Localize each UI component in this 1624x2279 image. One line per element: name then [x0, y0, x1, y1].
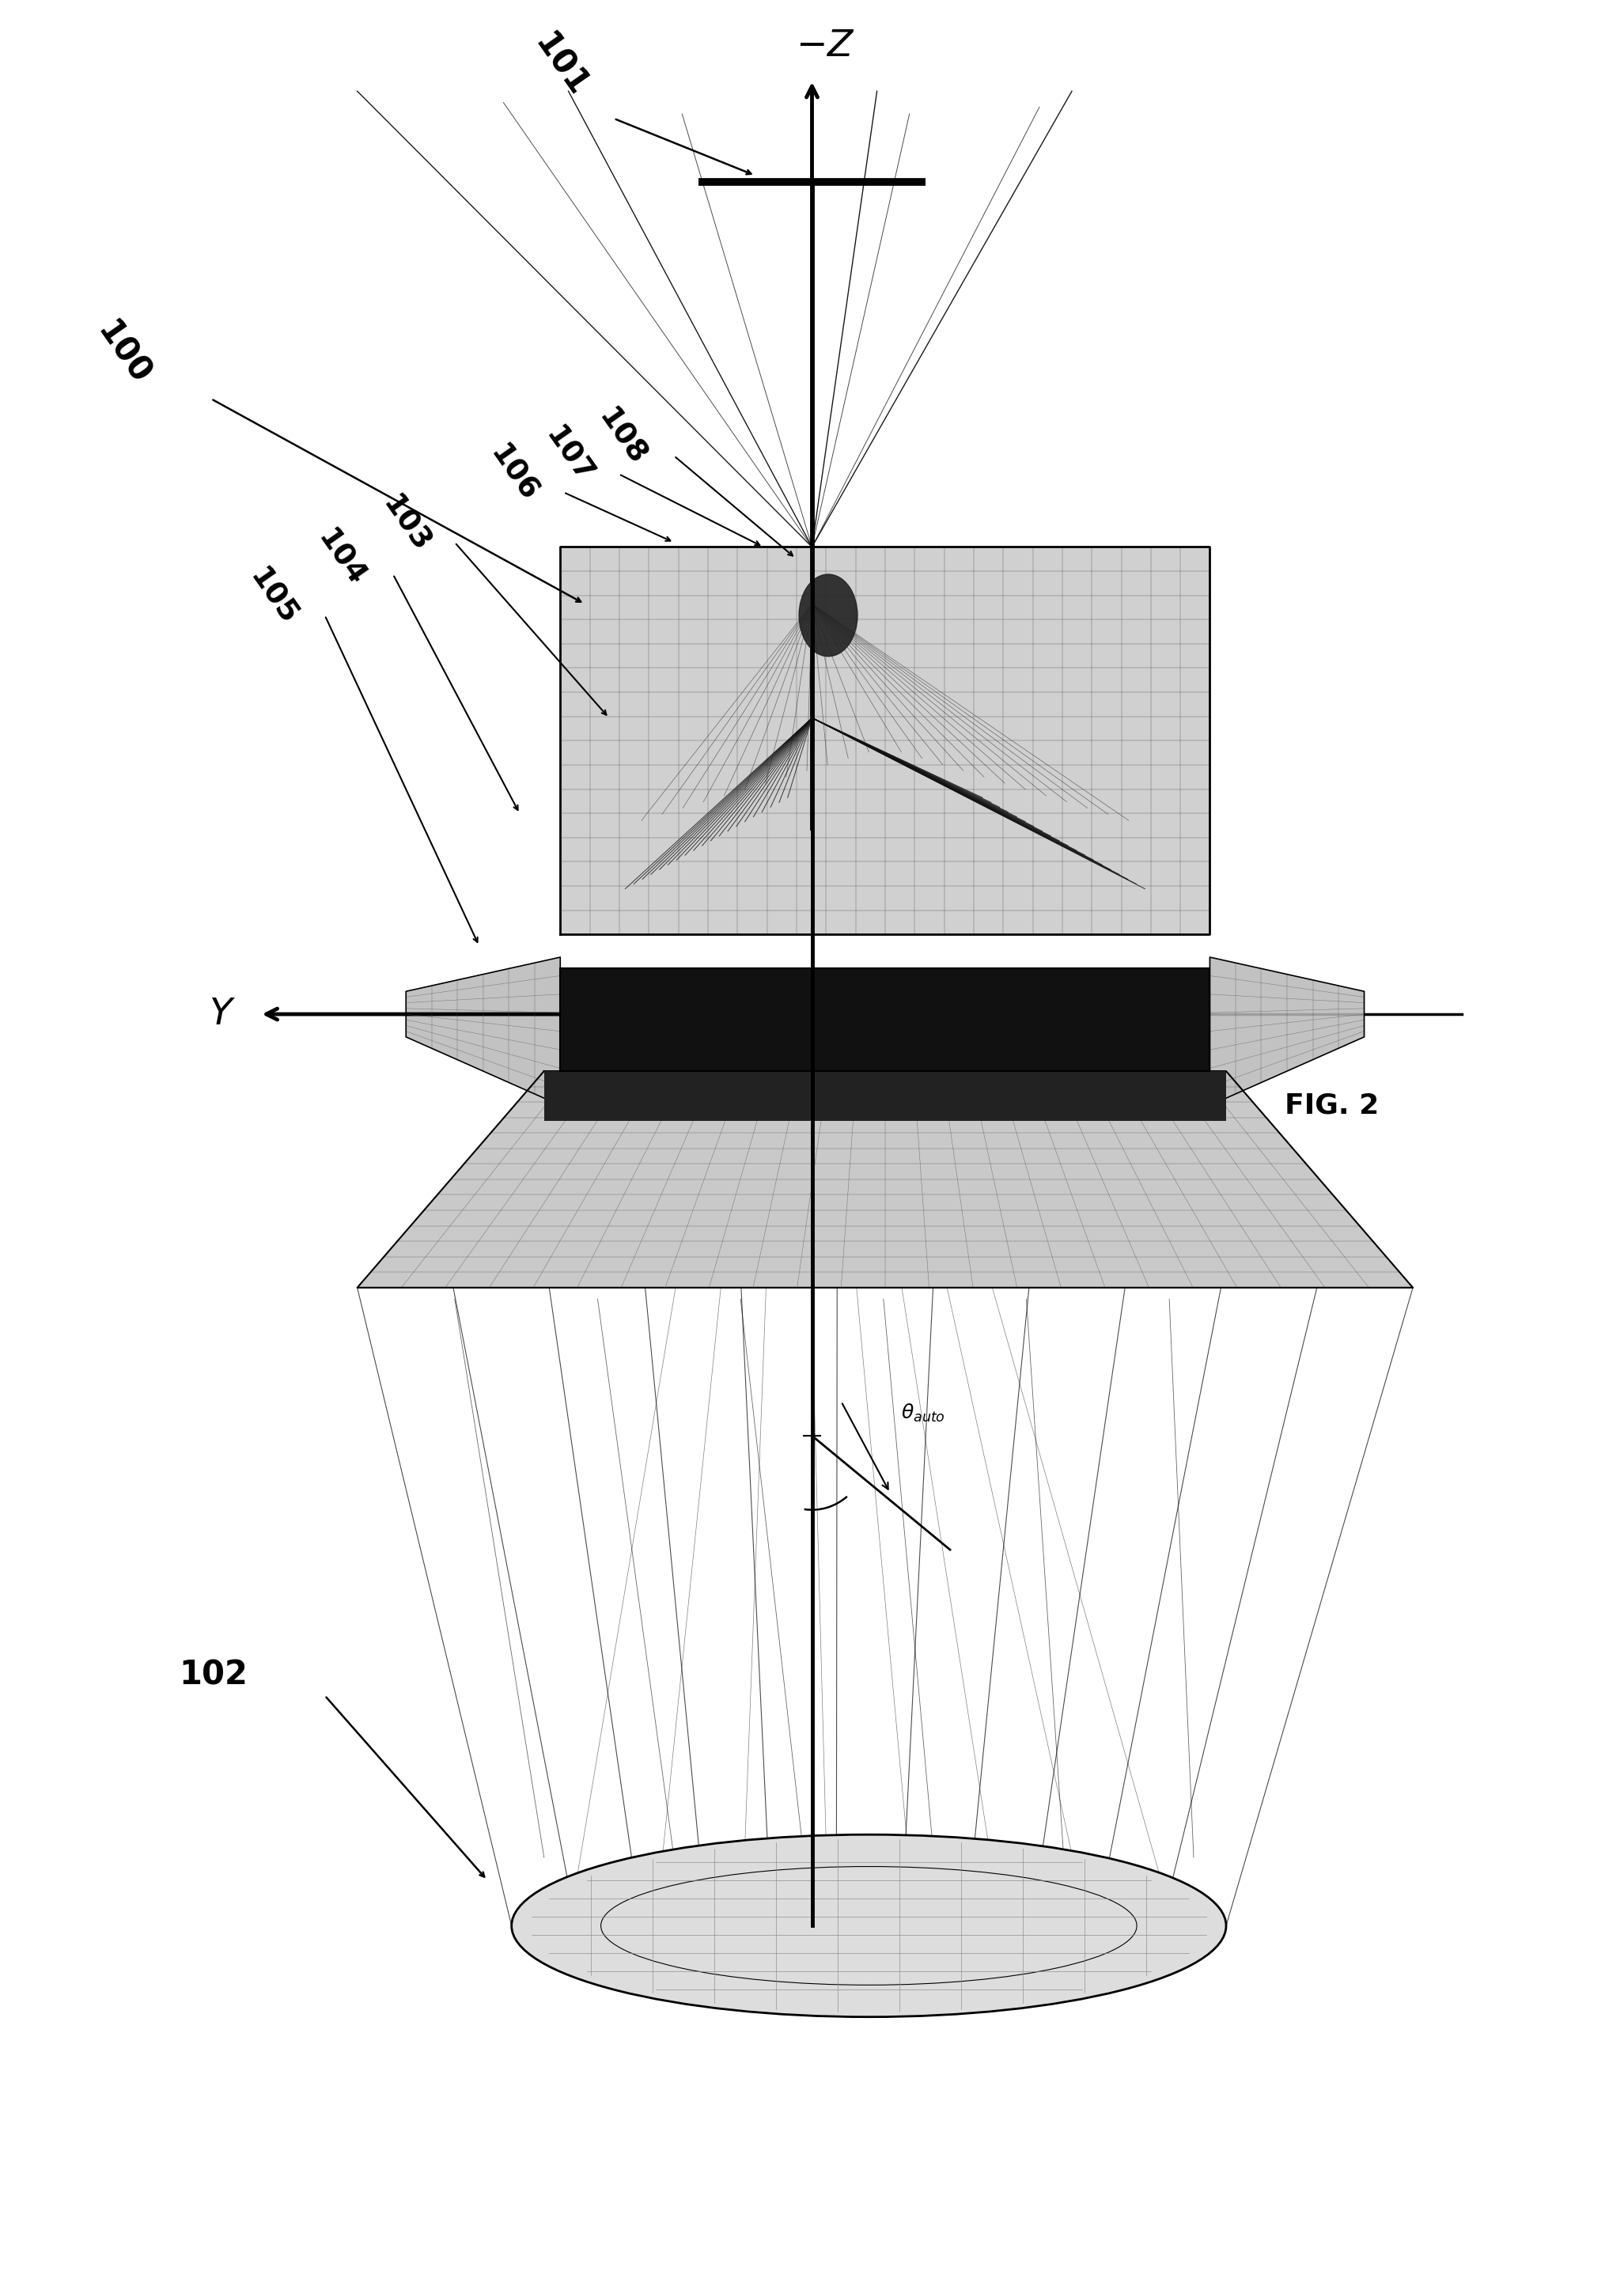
Polygon shape [1210, 957, 1364, 1105]
Ellipse shape [512, 1835, 1226, 2017]
Text: 108: 108 [593, 403, 651, 472]
Polygon shape [560, 547, 1210, 934]
Polygon shape [357, 1071, 1413, 1288]
Text: 100: 100 [89, 315, 156, 392]
Text: 107: 107 [539, 422, 598, 490]
Text: $Y$: $Y$ [208, 996, 235, 1032]
Text: 101: 101 [526, 27, 594, 103]
Text: 106: 106 [484, 440, 542, 508]
Text: FIG. 2: FIG. 2 [1285, 1092, 1379, 1119]
Polygon shape [544, 1071, 1226, 1121]
Text: $-Z$: $-Z$ [796, 27, 854, 64]
Text: 104: 104 [312, 524, 370, 593]
Text: 102: 102 [179, 1659, 247, 1691]
Polygon shape [560, 969, 1210, 1071]
Text: 105: 105 [244, 563, 302, 631]
Circle shape [799, 574, 857, 656]
Text: 103: 103 [377, 490, 435, 558]
Polygon shape [406, 957, 560, 1105]
Text: $\theta_{auto}$: $\theta_{auto}$ [901, 1402, 945, 1424]
